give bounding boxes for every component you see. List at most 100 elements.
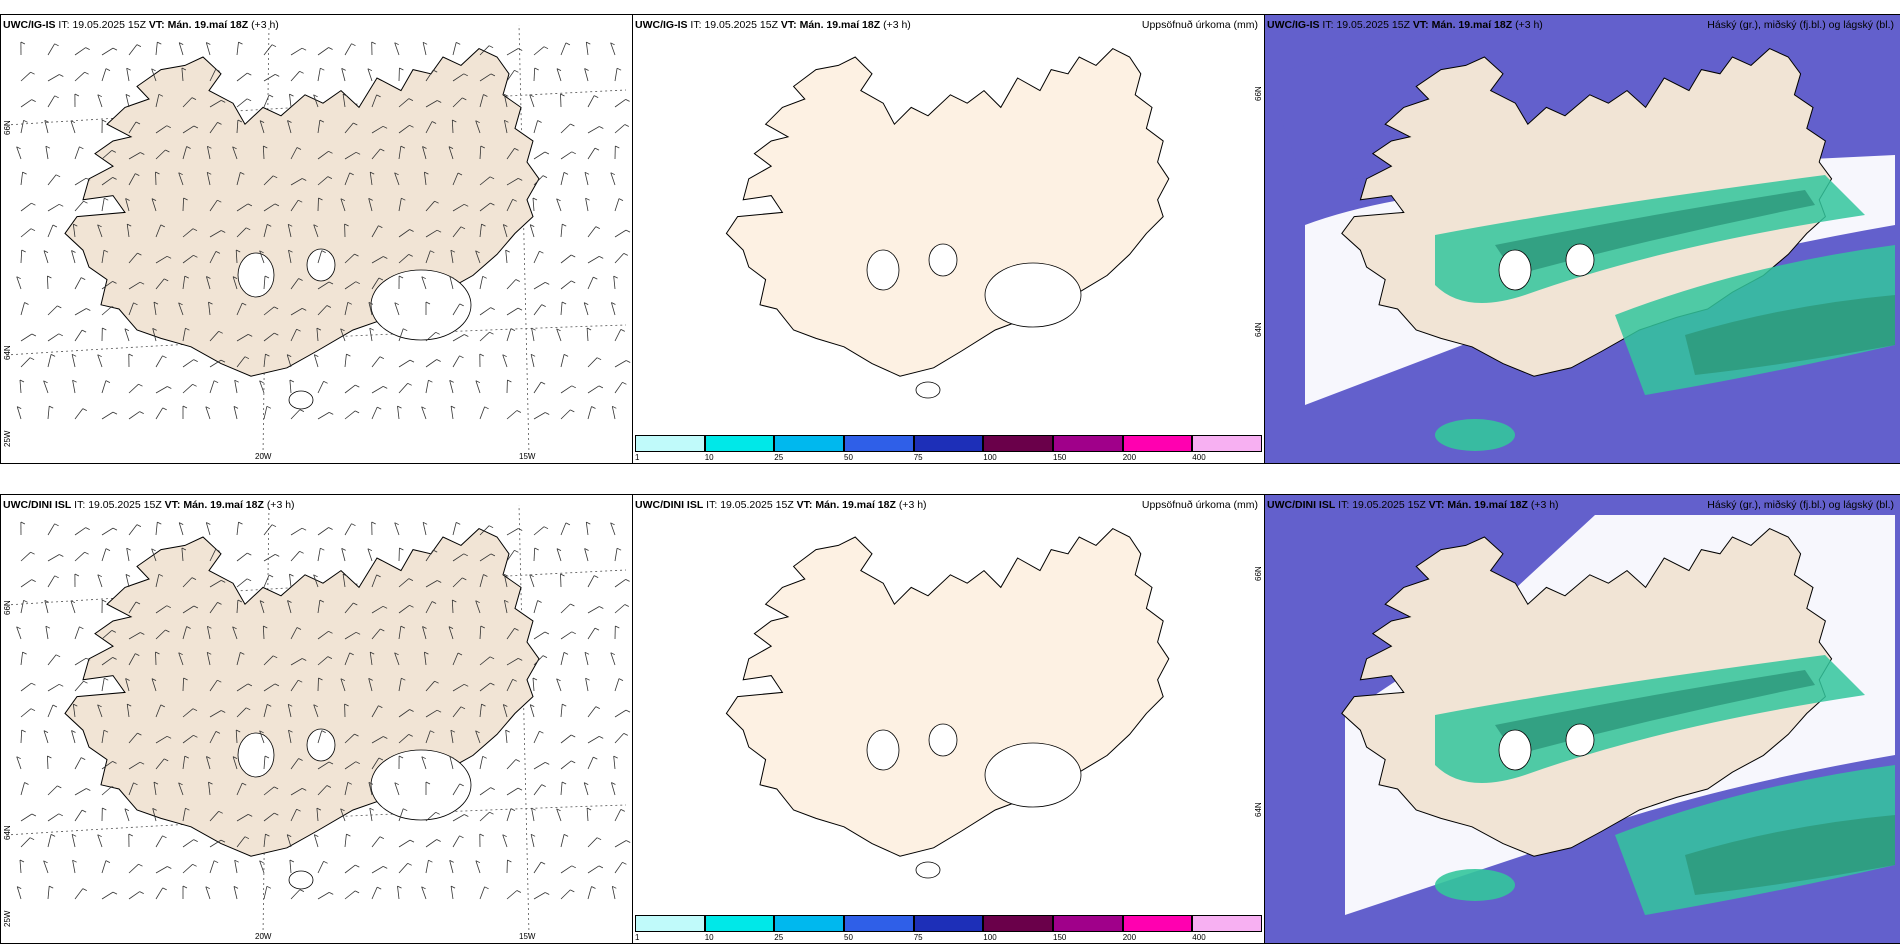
colorbar-swatch bbox=[1053, 915, 1123, 932]
colorbar-swatch bbox=[983, 915, 1053, 932]
vt-label: VT: bbox=[1428, 499, 1445, 511]
colorbar-swatch bbox=[1053, 435, 1123, 452]
colorbar-swatch bbox=[844, 435, 914, 452]
lon-label-15: 15W bbox=[519, 932, 536, 941]
colorbar-swatch bbox=[774, 435, 844, 452]
it-value: 19.05.2025 15Z bbox=[72, 19, 146, 31]
panel-header: UWC/DINI ISL IT: 19.05.2025 15Z VT: Mán.… bbox=[1267, 499, 1559, 511]
colorbar-swatch bbox=[1122, 915, 1193, 932]
field-title: Háský (gr.), miðský (fj.bl.) og lágský (… bbox=[1707, 19, 1894, 31]
colorbar-tick: 400 bbox=[1192, 933, 1206, 942]
it-label: IT: bbox=[1322, 19, 1334, 31]
colorbar-tick: 200 bbox=[1122, 453, 1137, 462]
colorbar-tick: 200 bbox=[1122, 933, 1137, 942]
colorbar-swatch bbox=[704, 435, 775, 452]
cloud-map bbox=[1265, 15, 1900, 463]
lon-label-25: 25W bbox=[3, 910, 12, 927]
colorbar-swatch bbox=[704, 915, 775, 932]
colorbar-tick: 150 bbox=[1053, 933, 1067, 942]
vt-value: Mán. 19.maí 18Z bbox=[799, 19, 881, 31]
colorbar-tick: 10 bbox=[704, 933, 714, 942]
lon-label-15: 15W bbox=[519, 452, 536, 461]
colorbar-swatch bbox=[1122, 435, 1193, 452]
model-name: UWC/IG-IS bbox=[1267, 19, 1320, 31]
colorbar-tick: 1 bbox=[635, 933, 640, 942]
model-name: UWC/DINI ISL bbox=[3, 499, 72, 511]
panel-header: UWC/IG-IS IT: 19.05.2025 15Z VT: Mán. 19… bbox=[1267, 19, 1543, 31]
lead-offset: (+3 h) bbox=[883, 19, 911, 31]
model-name: UWC/IG-IS bbox=[635, 19, 688, 31]
colorbar-tick: 400 bbox=[1192, 453, 1206, 462]
vt-value: Mán. 19.maí 18Z bbox=[1431, 19, 1513, 31]
vt-label: VT: bbox=[164, 499, 181, 511]
colorbar-tick: 50 bbox=[844, 933, 853, 942]
lat-label-66: 66N bbox=[1254, 566, 1263, 581]
colorbar-swatch bbox=[913, 435, 984, 452]
colorbar-swatch bbox=[1192, 435, 1262, 452]
it-label: IT: bbox=[1338, 499, 1350, 511]
precip-colorbar: 1 10 25 50 75 100 150 200 400 bbox=[633, 433, 1264, 463]
model-name: UWC/DINI ISL bbox=[635, 499, 704, 511]
field-title: Uppsöfnuð úrkoma (mm) bbox=[1141, 499, 1258, 511]
field-title: Háský (gr.), miðský (fj.bl.) og lágský (… bbox=[1707, 499, 1894, 511]
map-panel-0-1: UWC/IG-IS IT: 19.05.2025 15Z VT: Mán. 19… bbox=[632, 14, 1265, 464]
colorbar-tick: 25 bbox=[774, 933, 784, 942]
vt-value: Mán. 19.maí 18Z bbox=[1447, 499, 1528, 511]
precip-colorbar: 1 10 25 50 75 100 150 200 400 bbox=[633, 913, 1264, 943]
colorbar-tick: 25 bbox=[774, 453, 784, 462]
it-value: 19.05.2025 15Z bbox=[88, 499, 162, 511]
vt-value: Mán. 19.maí 18Z bbox=[183, 499, 264, 511]
lead-offset: (+3 h) bbox=[266, 499, 295, 511]
map-panel-0-0: UWC/IG-IS IT: 19.05.2025 15Z VT: Mán. 19… bbox=[0, 14, 633, 464]
model-name: UWC/IG-IS bbox=[3, 19, 56, 31]
map-panel-1-1: UWC/DINI ISL IT: 19.05.2025 15Z VT: Mán.… bbox=[632, 494, 1265, 944]
map-panel-1-2: UWC/DINI ISL IT: 19.05.2025 15Z VT: Mán.… bbox=[1264, 494, 1900, 944]
colorbar-tick: 10 bbox=[704, 453, 714, 462]
colorbar-swatch bbox=[844, 915, 914, 932]
colorbar-swatch bbox=[774, 915, 844, 932]
lead-offset: (+3 h) bbox=[898, 499, 927, 511]
vt-label: VT: bbox=[796, 499, 813, 511]
colorbar-tick: 100 bbox=[983, 453, 997, 462]
lon-label-20: 20W bbox=[255, 932, 272, 941]
vt-label: VT: bbox=[1412, 19, 1429, 31]
colorbar-tick: 100 bbox=[983, 933, 997, 942]
lon-label-25: 25W bbox=[3, 430, 12, 447]
lat-label-64: 64N bbox=[1254, 802, 1263, 817]
vt-value: Mán. 19.maí 18Z bbox=[167, 19, 249, 31]
panel-header: UWC/IG-IS IT: 19.05.2025 15Z VT: Mán. 19… bbox=[635, 19, 911, 31]
wind-map bbox=[1, 495, 632, 943]
it-label: IT: bbox=[690, 19, 702, 31]
lead-offset: (+3 h) bbox=[1515, 19, 1543, 31]
field-title: Uppsöfnuð úrkoma (mm) bbox=[1141, 19, 1258, 31]
lat-label-66: 66N bbox=[1254, 86, 1263, 101]
colorbar-swatch bbox=[913, 915, 984, 932]
precip-map bbox=[633, 15, 1264, 463]
lead-offset: (+3 h) bbox=[1530, 499, 1559, 511]
colorbar-swatch bbox=[1192, 915, 1262, 932]
colorbar-swatch bbox=[635, 915, 705, 932]
lat-label-64: 64N bbox=[1254, 322, 1263, 337]
precip-map bbox=[633, 495, 1264, 943]
map-panel-1-0: UWC/DINI ISL IT: 19.05.2025 15Z VT: Mán.… bbox=[0, 494, 633, 944]
lead-offset: (+3 h) bbox=[251, 19, 279, 31]
it-label: IT: bbox=[706, 499, 718, 511]
panel-header: UWC/IG-IS IT: 19.05.2025 15Z VT: Mán. 19… bbox=[3, 19, 279, 31]
it-value: 19.05.2025 15Z bbox=[1336, 19, 1410, 31]
colorbar-tick: 75 bbox=[913, 453, 923, 462]
it-value: 19.05.2025 15Z bbox=[704, 19, 778, 31]
lat-label-66: 66N bbox=[3, 600, 12, 615]
colorbar-swatch bbox=[635, 435, 705, 452]
it-value: 19.05.2025 15Z bbox=[1352, 499, 1426, 511]
vt-label: VT: bbox=[148, 19, 165, 31]
map-panel-0-2: UWC/IG-IS IT: 19.05.2025 15Z VT: Mán. 19… bbox=[1264, 14, 1900, 464]
vt-value: Mán. 19.maí 18Z bbox=[815, 499, 896, 511]
lat-label-64: 64N bbox=[3, 825, 12, 840]
colorbar-swatch bbox=[983, 435, 1053, 452]
vt-label: VT: bbox=[780, 19, 797, 31]
colorbar-tick: 150 bbox=[1053, 453, 1067, 462]
colorbar-tick: 50 bbox=[844, 453, 853, 462]
it-label: IT: bbox=[58, 19, 70, 31]
panel-header: UWC/DINI ISL IT: 19.05.2025 15Z VT: Mán.… bbox=[3, 499, 295, 511]
it-label: IT: bbox=[74, 499, 86, 511]
